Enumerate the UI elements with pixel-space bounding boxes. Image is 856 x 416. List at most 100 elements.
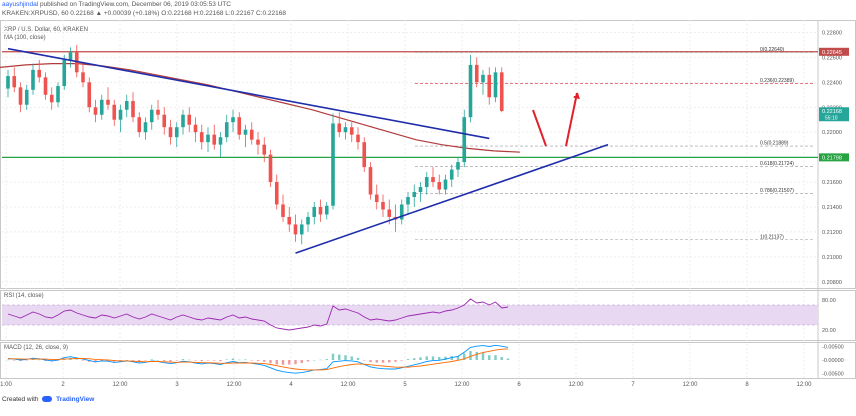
macd-histogram-bar: [169, 360, 172, 362]
candle-body: [499, 72, 504, 111]
macd-histogram-bar: [244, 359, 247, 360]
fib-label: 0.618(0.21724): [760, 161, 794, 167]
macd-histogram-bar: [331, 353, 335, 360]
macd-tick-label: -0.00500: [822, 372, 844, 378]
rsi-tick-label: 80.00: [822, 298, 836, 304]
macd-histogram-bar: [444, 356, 447, 360]
macd-histogram-bar: [275, 360, 278, 365]
publish-info: aayushjindal published on TradingView.co…: [2, 1, 231, 9]
macd-histogram-bar: [350, 356, 353, 360]
macd-histogram-bar: [456, 356, 460, 360]
candle-body: [87, 82, 92, 108]
candle-body: [331, 123, 335, 206]
candle-body: [337, 123, 342, 133]
macd-histogram-bar: [494, 355, 497, 360]
price-tag-bg: [819, 47, 849, 56]
macd-histogram-bar: [125, 360, 128, 361]
fib-label: 0.786(0.21507): [760, 188, 794, 194]
time-tick-label: 12:00: [112, 382, 128, 388]
candle-body: [118, 109, 123, 120]
candle-body: [137, 117, 142, 133]
arrow-up-head: [573, 92, 580, 100]
price-tick-label: 0.22600: [822, 55, 842, 61]
macd-line: [7, 344, 509, 374]
candle-body: [287, 216, 292, 225]
macd-histogram-bar: [313, 360, 316, 361]
candle-body: [181, 114, 185, 128]
candle-body: [487, 74, 492, 98]
macd-histogram-bar: [138, 360, 141, 362]
author-link[interactable]: aayushjindal: [2, 1, 39, 8]
macd-histogram-bar: [325, 359, 328, 360]
macd-histogram-bar: [506, 358, 510, 360]
macd-histogram-bar: [150, 359, 153, 360]
candle-body: [243, 129, 248, 135]
candle-body: [168, 127, 173, 138]
time-tick-label: 2: [61, 382, 65, 388]
arrow-up: [565, 92, 578, 147]
macd-histogram-bar: [481, 353, 485, 360]
macd-histogram-bar: [144, 360, 147, 361]
macd-histogram-bar: [375, 360, 378, 363]
main-pane-title: XRP / U.S. Dollar, 60, KRAKEN: [4, 27, 88, 33]
price-chart[interactable]: 1:00 2 12:00 3 12:00 4 12:00 5 12:00 6 12:00 7 12:00…: [0, 0, 856, 396]
candle-body: [187, 114, 192, 125]
macd-histogram-bar: [200, 360, 203, 362]
candle-body: [193, 124, 198, 133]
macd-histogram-bar: [300, 360, 303, 363]
candle-body: [99, 99, 104, 115]
price-tick-label: 0.21400: [822, 205, 842, 211]
macd-histogram-bar: [381, 360, 385, 363]
macd-tick-label: -0.00000: [822, 358, 844, 364]
candle-body: [56, 86, 60, 103]
candle-body: [256, 139, 260, 145]
candle-body: [481, 74, 485, 83]
price-tick-label: 0.21200: [822, 230, 842, 236]
candle-body: [349, 127, 354, 135]
candle-body: [24, 89, 29, 105]
candle-body: [31, 69, 35, 90]
time-tick-label: 6: [517, 382, 521, 388]
time-tick-label: 3: [175, 382, 179, 388]
candle-body: [449, 169, 454, 180]
candle-body: [162, 114, 167, 128]
descending-trendline: [7, 47, 490, 140]
candle-body: [74, 52, 79, 73]
macd-histogram-bar: [181, 359, 185, 360]
candle-body: [374, 194, 379, 202]
tradingview-brand[interactable]: TradingView: [56, 396, 95, 403]
price-tick-label: 0.21600: [822, 180, 842, 186]
candle-body: [356, 134, 360, 143]
footer-text: Created with: [2, 396, 39, 403]
candle-body: [424, 177, 429, 188]
candle-body: [124, 101, 129, 110]
candle-body: [281, 204, 285, 217]
price-tag-label: 0.21798: [822, 155, 842, 161]
fib-label: 0(0.22640): [760, 47, 785, 53]
footer: Created with TradingView: [2, 396, 94, 403]
macd-histogram-bar: [419, 357, 422, 360]
candle-body: [274, 182, 279, 205]
macd-histogram-bar: [188, 359, 191, 361]
candle-body: [12, 76, 17, 88]
time-tick-label: 7: [631, 382, 635, 388]
macd-histogram-bar: [38, 359, 41, 361]
macd-histogram-bar: [406, 359, 410, 360]
macd-histogram-bar: [25, 360, 28, 361]
price-tick-label: 0.22800: [822, 30, 842, 36]
candle-body: [199, 132, 204, 143]
candle-body: [156, 109, 160, 115]
price-tag-bg: [819, 153, 849, 162]
time-tick-label: 12:00: [796, 382, 812, 388]
candle-body: [143, 122, 148, 133]
macd-histogram-bar: [156, 360, 160, 361]
candle-body: [387, 209, 392, 217]
candle-body: [368, 167, 373, 195]
macd-histogram-bar: [75, 359, 78, 360]
macd-histogram-bar: [288, 360, 291, 365]
macd-histogram-bar: [431, 356, 435, 360]
price-tag-label: 0.22168: [822, 109, 842, 115]
macd-histogram-bar: [500, 357, 503, 360]
rsi-tick-label: 20.00: [822, 328, 836, 334]
macd-histogram-bar: [81, 360, 85, 361]
